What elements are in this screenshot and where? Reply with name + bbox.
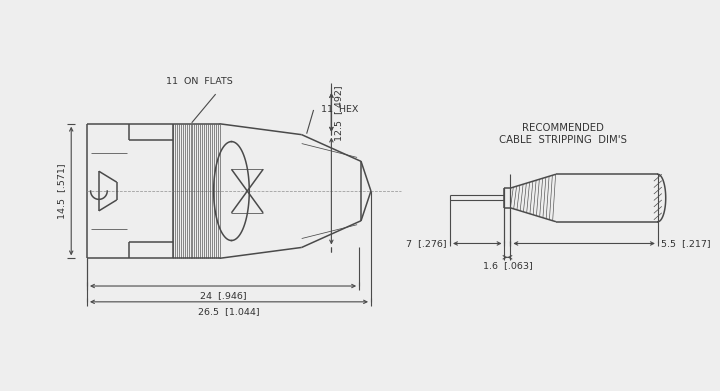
Text: 11  ON  FLATS: 11 ON FLATS [166, 77, 233, 86]
Text: CABLE  STRIPPING  DIM'S: CABLE STRIPPING DIM'S [499, 135, 627, 145]
Text: 26.5  [1.044]: 26.5 [1.044] [198, 307, 260, 316]
Text: 14.5  [.571]: 14.5 [.571] [57, 163, 66, 219]
Text: 11  HEX: 11 HEX [322, 106, 359, 115]
Text: 5.5  [.217]: 5.5 [.217] [661, 239, 711, 248]
Text: RECOMMENDED: RECOMMENDED [522, 123, 604, 133]
Text: 7  [.276]: 7 [.276] [407, 239, 447, 248]
Text: 1.6  [.063]: 1.6 [.063] [482, 261, 532, 270]
Text: 24  [.946]: 24 [.946] [199, 291, 246, 300]
Text: 12.5  [.492]: 12.5 [.492] [334, 85, 343, 141]
